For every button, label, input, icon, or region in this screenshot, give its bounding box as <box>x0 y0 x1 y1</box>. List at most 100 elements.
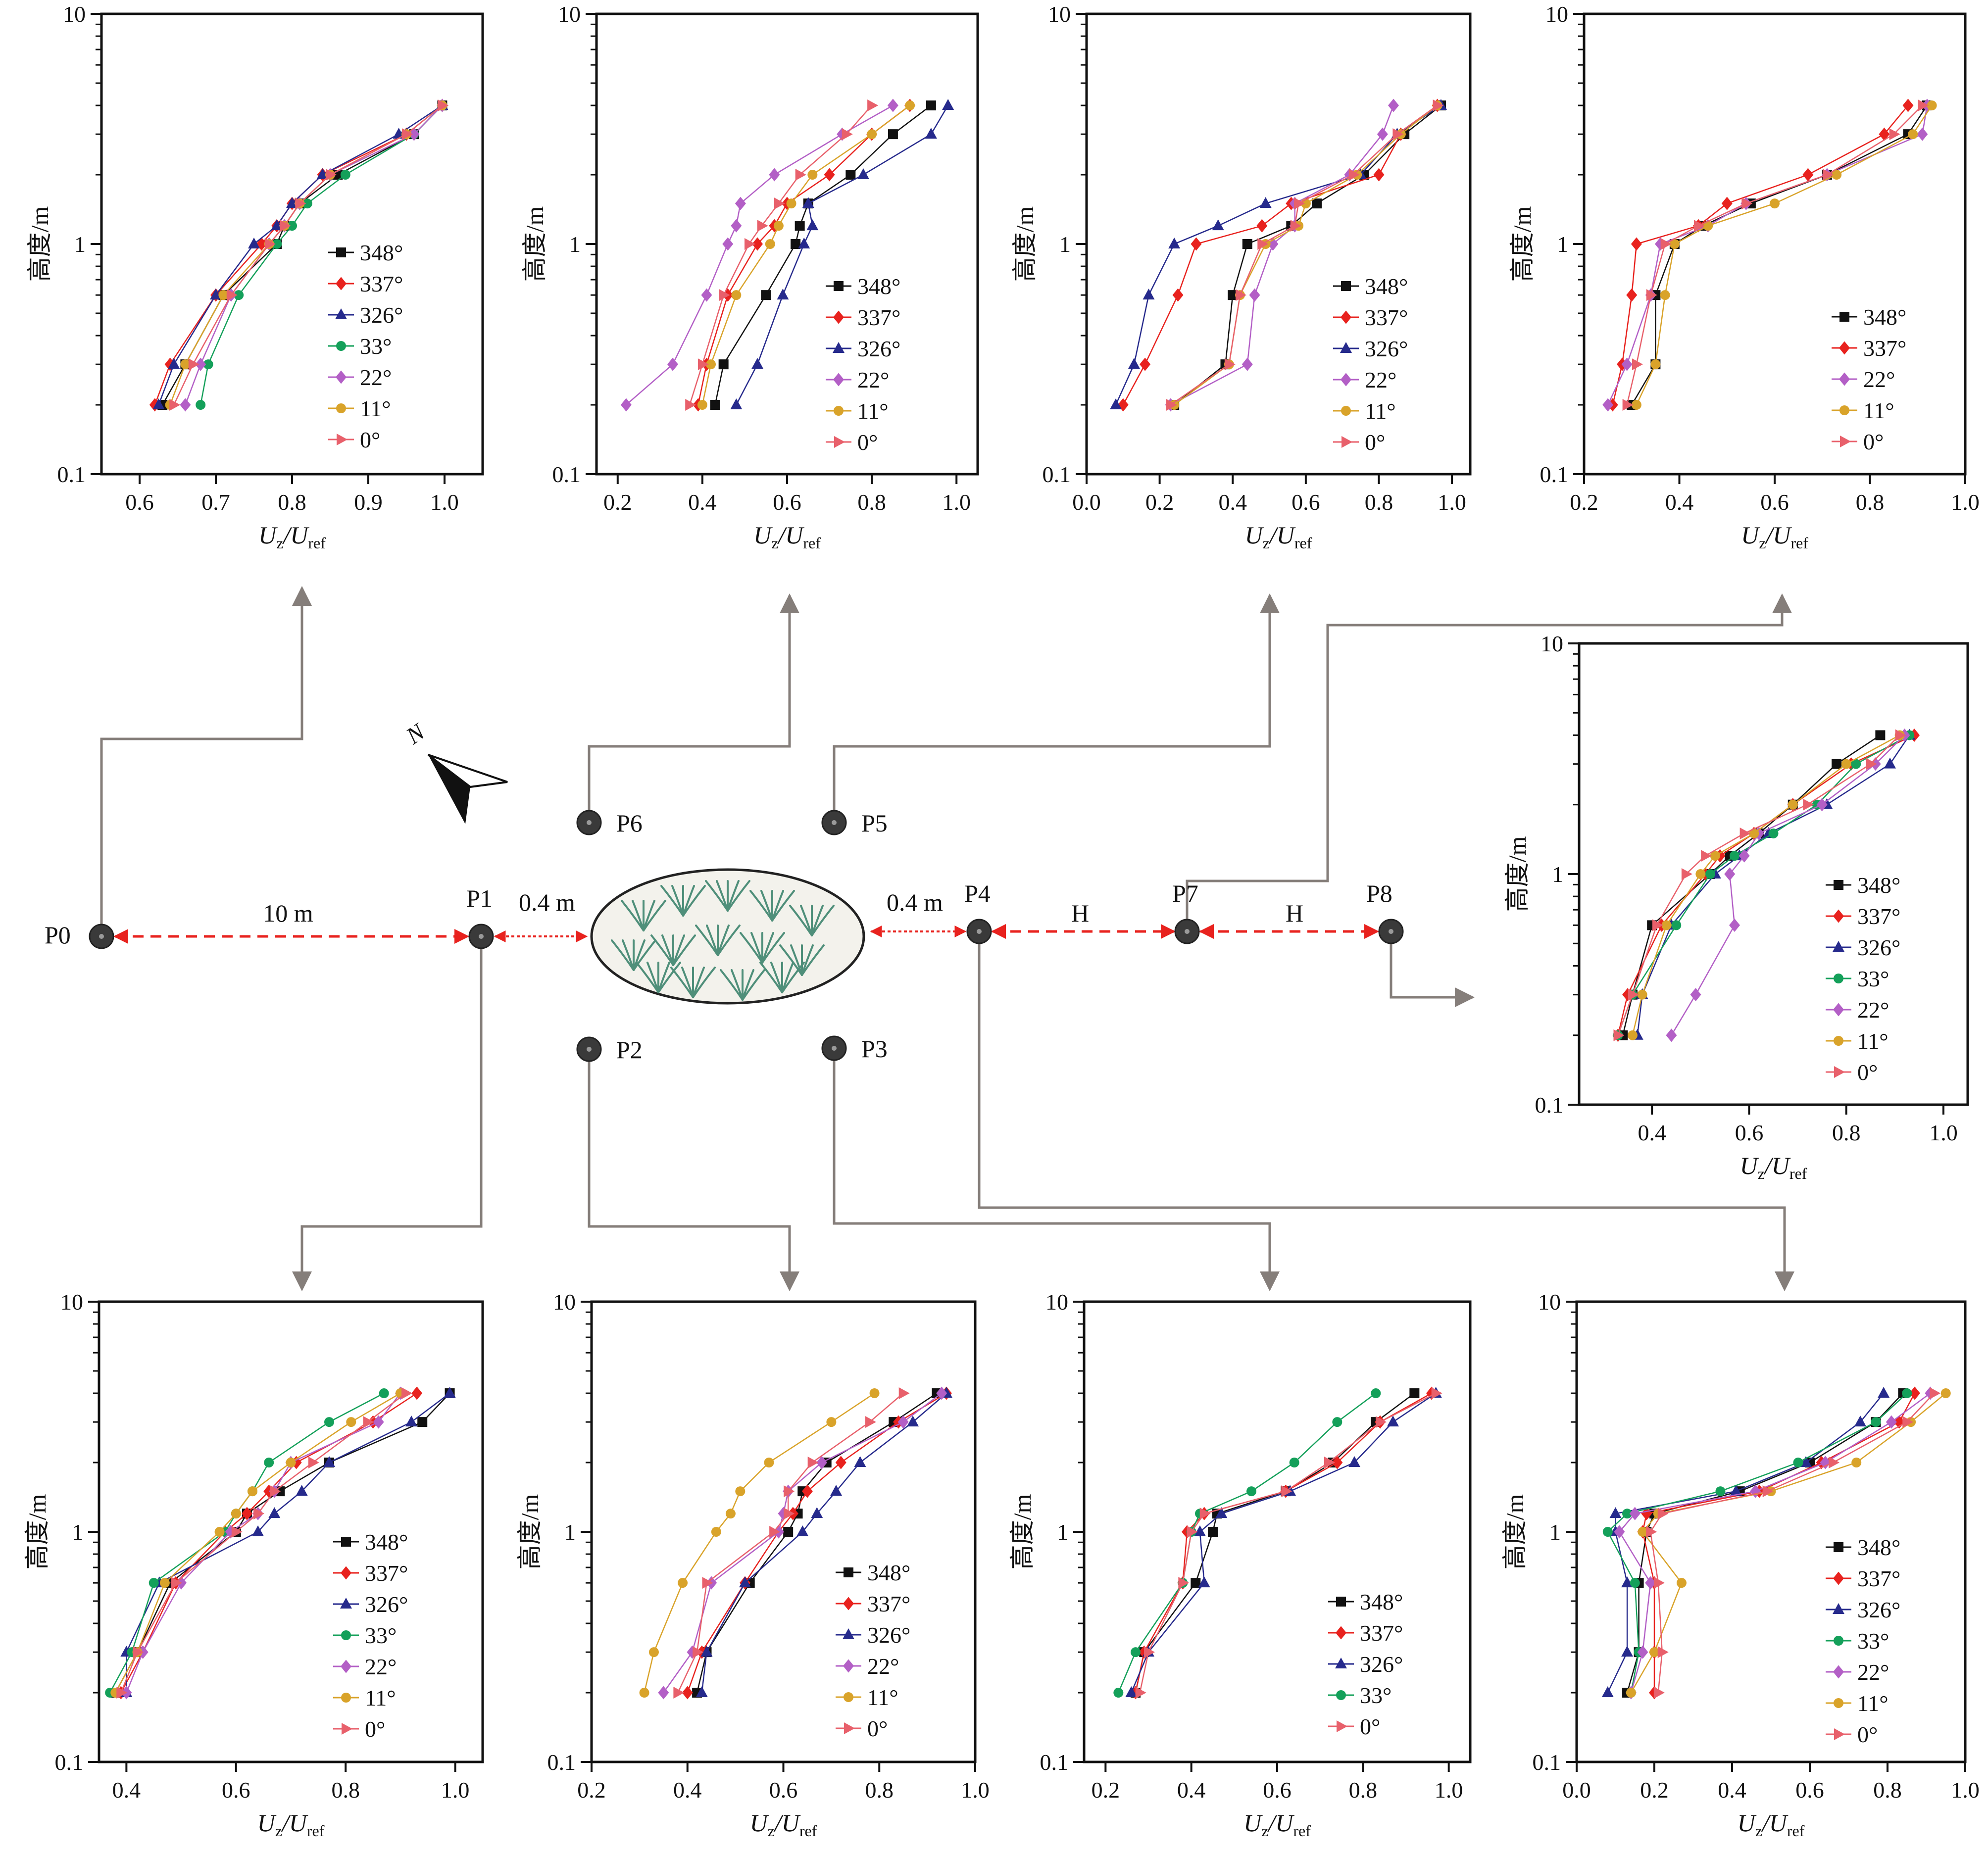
data-point <box>405 1416 418 1427</box>
x-axis-label: Uz/Uref <box>257 1809 325 1840</box>
data-point <box>379 1388 389 1399</box>
data-point <box>295 197 306 210</box>
data-point <box>1730 1485 1742 1496</box>
x-tick-label: 0.4 <box>688 489 717 515</box>
data-point <box>751 358 764 369</box>
series-line <box>185 105 443 405</box>
y-tick-label: 0.1 <box>57 462 86 487</box>
data-point <box>1641 1507 1652 1520</box>
series-0deg <box>116 1387 412 1699</box>
data-point <box>1660 238 1672 250</box>
data-point <box>752 237 763 251</box>
x-tick-label: 1.0 <box>1951 1777 1980 1803</box>
data-point <box>1632 358 1643 371</box>
data-point <box>1839 341 1850 355</box>
data-point <box>1908 129 1918 140</box>
connector-p2 <box>588 1057 799 1291</box>
data-point <box>286 197 298 208</box>
x-tick-label: 0.4 <box>1638 1120 1666 1145</box>
data-point <box>1377 127 1388 141</box>
data-point <box>718 359 729 370</box>
series-348deg <box>1169 100 1446 410</box>
point-center <box>1389 929 1393 934</box>
series-22deg <box>121 1386 406 1700</box>
data-point <box>796 1525 809 1536</box>
data-point <box>786 198 796 209</box>
data-point <box>658 1686 669 1700</box>
series-22deg <box>180 98 448 412</box>
point-p5: P5 <box>821 809 888 837</box>
data-point <box>1653 1687 1665 1699</box>
series-11deg <box>1169 100 1442 410</box>
data-point <box>1637 989 1647 1000</box>
data-point <box>1646 289 1657 301</box>
data-point <box>1902 1388 1912 1399</box>
x-tick-label: 0.2 <box>1570 489 1598 515</box>
data-point <box>1833 941 1844 952</box>
data-point <box>393 128 405 139</box>
data-point <box>1851 1458 1862 1468</box>
x-axis-label: Uz/Uref <box>1243 1809 1311 1840</box>
point-p0: P0 <box>45 921 114 949</box>
data-point <box>1669 239 1680 249</box>
y-tick-label: 0.1 <box>1533 1750 1561 1775</box>
data-point <box>341 1660 351 1673</box>
data-point <box>1820 1456 1831 1469</box>
y-axis-label: 高度/m <box>23 1494 51 1570</box>
data-point <box>1646 1526 1657 1538</box>
legend-label: 337° <box>365 1561 408 1586</box>
x-tick-label: 0.2 <box>1145 489 1174 515</box>
point-center <box>977 929 982 934</box>
series-line <box>126 1393 401 1693</box>
data-point <box>711 1527 721 1537</box>
data-point <box>807 1457 819 1469</box>
data-point <box>1140 357 1151 371</box>
data-point <box>316 168 329 180</box>
series-11deg <box>639 1388 880 1698</box>
data-point <box>1256 219 1268 233</box>
data-point <box>802 197 814 208</box>
data-point <box>719 289 730 301</box>
data-point <box>735 1486 746 1497</box>
x-tick-label: 0.6 <box>222 1777 250 1803</box>
legend-label: 337° <box>1857 1566 1900 1591</box>
data-point <box>1348 1456 1360 1467</box>
series-line <box>115 1392 401 1693</box>
x-tick-label: 1.0 <box>441 1777 470 1803</box>
data-point <box>667 357 678 371</box>
data-point <box>1671 920 1682 930</box>
legend-label: 22° <box>1857 997 1889 1023</box>
x-tick-label: 1.0 <box>942 489 971 515</box>
data-point <box>248 1486 257 1497</box>
legend-label: 11° <box>365 1685 396 1710</box>
north-label: N <box>401 718 431 750</box>
data-point <box>1739 849 1750 863</box>
y-tick-label: 10 <box>1538 1289 1561 1315</box>
legend: 348° 337° 22° 11° 0° <box>1832 304 1906 454</box>
legend-label: 0° <box>1857 1060 1878 1085</box>
y-tick-label: 10 <box>1541 631 1563 656</box>
data-point <box>798 238 810 248</box>
x-tick-label: 0.4 <box>1665 489 1694 515</box>
x-tick-label: 1.0 <box>961 1777 990 1803</box>
data-point <box>1388 98 1399 112</box>
data-point <box>833 373 844 387</box>
data-point <box>341 1630 351 1640</box>
data-point <box>336 277 347 291</box>
connector-p6 <box>588 593 799 823</box>
y-tick-label: 1 <box>564 1519 576 1545</box>
data-point <box>1839 405 1849 415</box>
data-point <box>761 290 771 300</box>
data-point <box>323 1456 335 1467</box>
data-point <box>1715 1486 1726 1497</box>
legend-label: 22° <box>365 1654 397 1679</box>
data-point <box>1628 988 1639 1001</box>
data-point <box>1884 757 1896 769</box>
data-point <box>341 1537 351 1547</box>
x-tick-label: 0.2 <box>577 1777 606 1803</box>
data-point <box>845 170 856 180</box>
data-point <box>1187 1526 1198 1538</box>
data-point <box>1816 798 1828 812</box>
x-tick-label: 0.4 <box>673 1777 702 1803</box>
data-point <box>1431 1387 1442 1400</box>
